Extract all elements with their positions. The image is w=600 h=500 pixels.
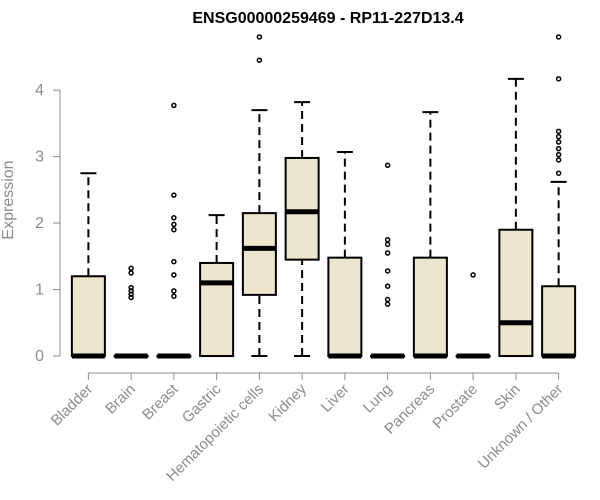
box-group — [541, 34, 577, 359]
outlier-point — [171, 293, 177, 299]
box — [284, 156, 320, 261]
x-tick-label: Brain — [102, 381, 139, 418]
outlier-point — [470, 272, 476, 278]
outlier-point — [171, 272, 177, 278]
box-group — [70, 172, 106, 359]
outlier-point — [384, 283, 391, 289]
y-tick-label: 3 — [35, 149, 44, 166]
box-group — [327, 150, 363, 359]
box-group — [498, 77, 534, 358]
outlier-point — [555, 76, 562, 82]
box — [498, 228, 534, 358]
x-tick-label: Prostate — [429, 381, 481, 433]
outlier-point — [171, 258, 177, 265]
outlier-point — [555, 170, 562, 176]
box — [241, 212, 277, 296]
y-tick-label: 4 — [35, 82, 44, 99]
outlier-point — [555, 151, 562, 158]
box-group — [455, 272, 491, 359]
box-group — [241, 34, 277, 358]
x-tick-label: Kidney — [265, 380, 310, 425]
x-tick-label: Lung — [360, 381, 396, 417]
outlier-point — [384, 241, 391, 248]
outlier-point — [555, 128, 562, 135]
outlier-point — [171, 221, 177, 228]
box-group — [284, 101, 320, 358]
outlier-point — [128, 265, 134, 272]
outlier-point — [256, 57, 263, 63]
outlier-point — [171, 226, 177, 233]
outlier-point — [128, 270, 134, 276]
outlier-point — [555, 145, 562, 152]
outlier-point — [171, 102, 177, 109]
box — [412, 256, 448, 358]
outlier-point — [384, 301, 391, 307]
y-tick-label: 1 — [35, 282, 44, 299]
outlier-point — [256, 34, 263, 40]
outlier-point — [384, 250, 391, 256]
outlier-point — [171, 288, 177, 294]
outlier-point — [384, 268, 391, 274]
y-tick-label: 0 — [35, 348, 44, 365]
outlier-point — [384, 162, 391, 169]
outlier-point — [128, 284, 134, 291]
outlier-point — [555, 34, 562, 40]
y-axis-label: Expression — [0, 160, 17, 239]
outlier-point — [555, 157, 562, 163]
x-tick-label: Skin — [491, 381, 524, 414]
x-tick-label: Breast — [139, 380, 182, 423]
x-tick-label: Liver — [318, 381, 353, 416]
outlier-point — [384, 236, 391, 243]
box — [327, 256, 363, 358]
box-series — [70, 34, 577, 359]
box-group — [412, 111, 448, 359]
outlier-point — [555, 139, 562, 145]
box — [70, 275, 106, 358]
outlier-point — [555, 133, 562, 140]
chart-title: ENSG00000259469 - RP11-227D13.4 — [192, 10, 463, 27]
outlier-point — [171, 215, 177, 221]
box-group — [370, 162, 406, 359]
box-group — [113, 265, 149, 359]
y-axis: 0 1 2 3 4 — [35, 82, 61, 365]
box-group — [199, 214, 235, 358]
y-tick-label: 2 — [35, 215, 44, 232]
box — [199, 261, 235, 358]
outlier-point — [384, 296, 391, 303]
outlier-point — [171, 192, 177, 198]
box — [541, 285, 577, 358]
box-group — [156, 102, 192, 359]
x-tick-label: Bladder — [48, 381, 97, 430]
